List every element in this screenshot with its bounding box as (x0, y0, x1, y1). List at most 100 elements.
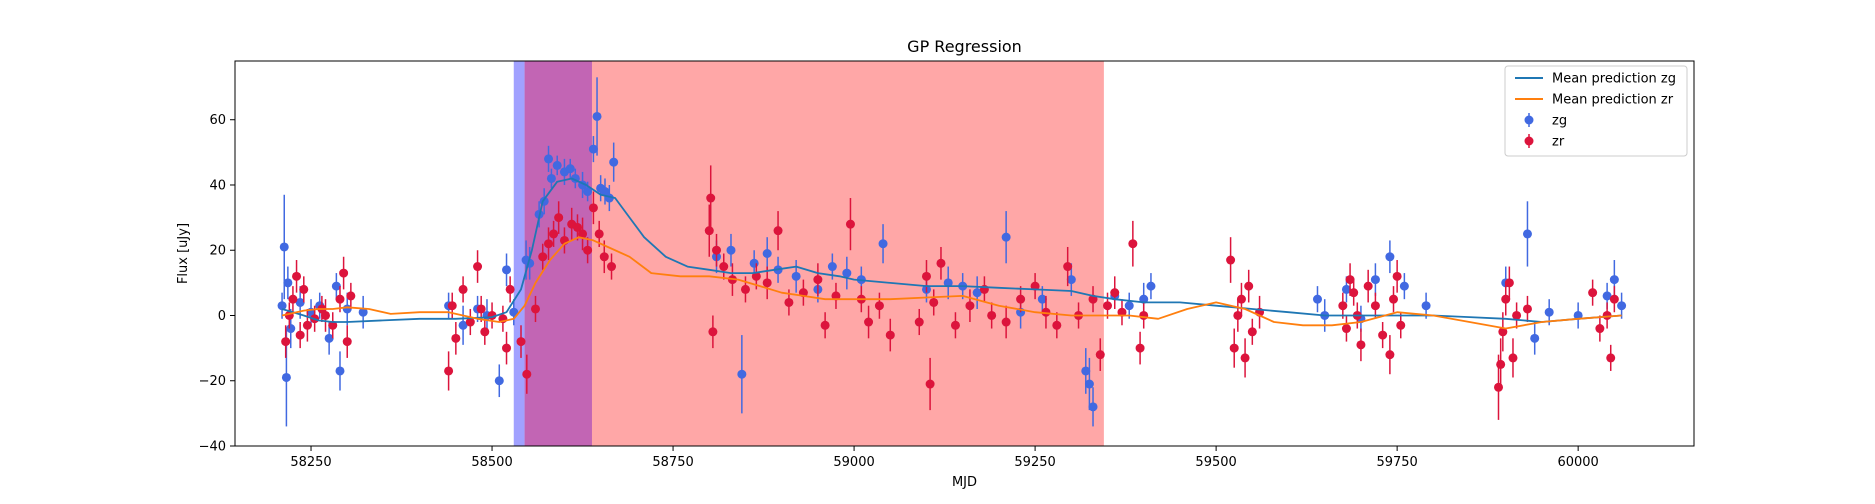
zr-point (444, 366, 454, 376)
chart-title: GP Regression (907, 37, 1022, 56)
zr-point (1041, 307, 1051, 317)
zr-point (480, 327, 490, 337)
legend-marker-swatch (1524, 136, 1534, 146)
zr-point (864, 317, 874, 327)
zr-point (719, 262, 729, 272)
zr-point (544, 239, 554, 249)
zr-point (530, 304, 540, 314)
zr-point (1389, 294, 1399, 304)
zg-point (943, 278, 953, 288)
zg-point (878, 239, 888, 249)
zg-point (277, 301, 287, 311)
zr-point (1595, 324, 1605, 334)
zr-point (929, 297, 939, 307)
zr-point (578, 229, 588, 239)
zg-point (1370, 275, 1380, 285)
zr-point (447, 301, 457, 311)
x-axis-label: MJD (952, 475, 977, 490)
zr-point (1229, 343, 1239, 353)
x-tick-label: 58500 (471, 455, 512, 470)
zr-point (1016, 294, 1026, 304)
zr-point (936, 258, 946, 268)
zg-point (592, 111, 602, 121)
zr-point (328, 320, 338, 330)
legend-entry-1: Mean prediction zr (1515, 93, 1674, 108)
zr-point (1494, 382, 1504, 392)
x-tick-label: 59750 (1376, 455, 1417, 470)
zr-point (1512, 310, 1522, 320)
zr-point (1052, 320, 1062, 330)
y-axis: −40 −20 0 20 40 60 (199, 113, 235, 455)
zr-point (1240, 353, 1250, 363)
zr-point (1378, 330, 1388, 340)
x-axis: 58250 58500 58750 59000 59250 59500 59750 60000 (290, 446, 1599, 470)
x-tick-label: 59000 (833, 455, 874, 470)
legend-label: zg (1552, 114, 1567, 129)
zg-point (286, 324, 296, 334)
zg-point (583, 187, 593, 197)
y-tick-label: 0 (218, 309, 226, 324)
zr-point (751, 271, 761, 281)
zg-point (1385, 252, 1395, 262)
zg-point (726, 245, 736, 255)
zr-point (740, 284, 750, 294)
zr-point (295, 330, 305, 340)
zg-point (283, 278, 293, 288)
zr-point (784, 297, 794, 307)
zr-point (704, 226, 714, 236)
zr-point (458, 284, 468, 294)
zr-point (706, 193, 716, 203)
zr-point (762, 278, 772, 288)
zr-point (292, 271, 302, 281)
zr-point (346, 291, 356, 301)
zg-point (1146, 281, 1156, 291)
zr-point (342, 337, 352, 347)
zr-point (572, 222, 582, 232)
zg-point (1602, 291, 1612, 301)
zr-point (1063, 262, 1073, 272)
zr-point (845, 219, 855, 229)
zr-point (874, 301, 884, 311)
y-tick-label: 60 (209, 113, 226, 128)
zr-point (1135, 343, 1145, 353)
zr-point (831, 291, 841, 301)
zr-point (1233, 310, 1243, 320)
zr-point (950, 320, 960, 330)
legend-label: Mean prediction zr (1552, 93, 1674, 108)
zg-point (1617, 301, 1627, 311)
zr-point (1095, 350, 1105, 360)
zr-point (588, 203, 598, 213)
zg-point (827, 262, 837, 272)
zg-point (791, 271, 801, 281)
zr-point (1244, 281, 1254, 291)
zg-point (1544, 307, 1554, 317)
zr-point (914, 317, 924, 327)
zg-point (358, 307, 368, 317)
zr-point (1508, 353, 1518, 363)
zr-point (607, 262, 617, 272)
zg-point (1522, 229, 1532, 239)
zr-point (712, 245, 722, 255)
zr-point (813, 275, 823, 285)
zr-point (1030, 281, 1040, 291)
line-mean-prediction-zr (281, 236, 1622, 330)
zg-point (546, 173, 556, 183)
zr-point (465, 317, 475, 327)
zr-point (1349, 288, 1359, 298)
zg-point (600, 187, 610, 197)
zr-point (1128, 239, 1138, 249)
zg-point (458, 320, 468, 330)
y-tick-label: 20 (209, 244, 226, 259)
zr-point (583, 245, 593, 255)
zr-point (1236, 294, 1246, 304)
zr-point (773, 226, 783, 236)
zg-point (609, 157, 619, 167)
zg-point (324, 333, 334, 343)
zr-point (502, 343, 512, 353)
zg-point (1341, 284, 1351, 294)
zg-point (295, 297, 305, 307)
zr-point (921, 271, 931, 281)
zr-point (1247, 327, 1257, 337)
zg-point (279, 242, 289, 252)
